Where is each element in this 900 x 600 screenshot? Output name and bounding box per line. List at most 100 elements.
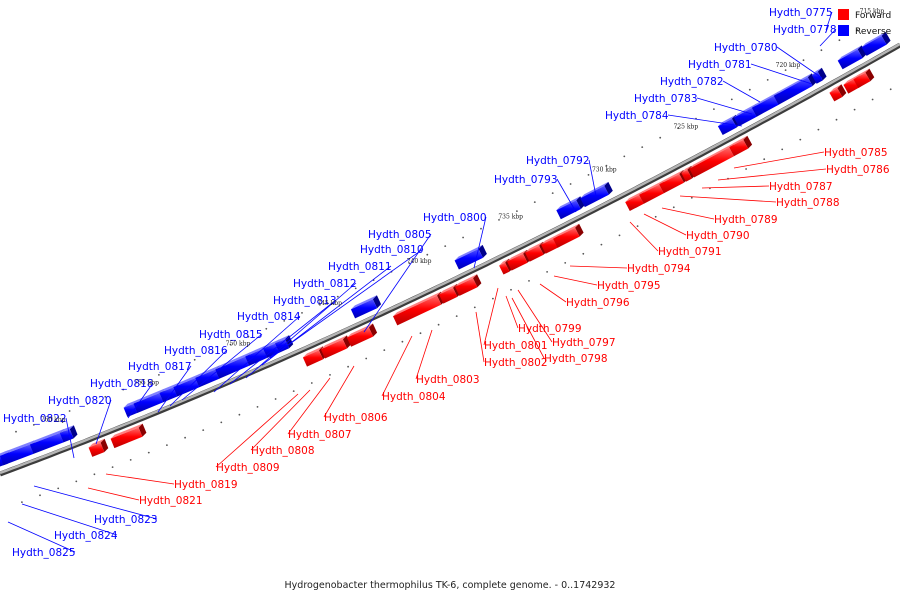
scale-dot	[68, 410, 71, 412]
reverse-gene-label[interactable]: Hydth_0822	[3, 413, 67, 425]
scale-dot	[605, 164, 608, 167]
scale-dot	[492, 297, 494, 300]
forward-gene-label[interactable]: Hydth_0788	[776, 197, 840, 209]
reverse-gene-label[interactable]: Hydth_0810	[360, 244, 424, 256]
label-leader	[776, 46, 823, 79]
forward-gene-label[interactable]: Hydth_0804	[382, 391, 446, 403]
forward-gene-label[interactable]: Hydth_0799	[518, 323, 582, 335]
scale-dot	[220, 421, 223, 424]
scale-tick-label: 725 kbp	[674, 124, 699, 131]
scale-dot	[437, 323, 440, 326]
reverse-gene-label[interactable]: Hydth_0815	[199, 329, 263, 341]
label-leader	[696, 97, 753, 115]
reverse-gene-label[interactable]: Hydth_0800	[423, 212, 487, 224]
gene-reverse-block[interactable]	[811, 67, 827, 84]
reverse-gene-label[interactable]: Hydth_0792	[526, 155, 590, 167]
scale-dot	[184, 436, 187, 439]
scale-dot	[329, 374, 331, 376]
scale-dot	[516, 210, 518, 213]
reverse-gene-label[interactable]: Hydth_0824	[54, 530, 118, 542]
gene-reverse-block[interactable]	[580, 181, 613, 208]
scale-dot	[336, 295, 339, 298]
scale-dot	[21, 501, 23, 503]
gene-forward-block[interactable]	[853, 68, 875, 88]
gene-forward-block[interactable]	[455, 274, 482, 296]
scale-dot	[39, 494, 41, 497]
gene-forward-block[interactable]	[729, 135, 753, 157]
gene-reverse-block[interactable]	[861, 31, 891, 56]
scale-dot	[247, 335, 250, 338]
gene-forward-block[interactable]	[346, 323, 378, 347]
reverse-gene-label[interactable]: Hydth_0780	[714, 42, 778, 54]
label-leader	[475, 311, 485, 363]
scale-dot	[510, 288, 512, 291]
scale-dot	[853, 108, 856, 111]
forward-gene-label[interactable]: Hydth_0789	[714, 214, 778, 226]
reverse-gene-label[interactable]: Hydth_0805	[368, 229, 432, 241]
reverse-gene-label[interactable]: Hydth_0825	[12, 547, 76, 559]
scale-dot	[641, 146, 644, 149]
forward-gene-label[interactable]: Hydth_0785	[824, 147, 888, 159]
reverse-gene-label[interactable]: Hydth_0782	[660, 76, 724, 88]
reverse-gene-label[interactable]: Hydth_0823	[94, 514, 158, 526]
legend-reverse-label: Reverse	[855, 27, 892, 37]
gene-reverse-block[interactable]	[837, 45, 867, 70]
reverse-gene-label[interactable]: Hydth_0812	[293, 278, 357, 290]
reverse-gene-label[interactable]: Hydth_0814	[237, 311, 301, 323]
forward-gene-label[interactable]: Hydth_0807	[288, 429, 352, 441]
label-leader	[679, 195, 777, 203]
forward-gene-label[interactable]: Hydth_0797	[552, 337, 616, 349]
reverse-gene-label[interactable]: Hydth_0811	[328, 261, 392, 273]
reverse-gene-label[interactable]: Hydth_0784	[605, 110, 669, 122]
gene-forward-block[interactable]	[88, 438, 109, 457]
gene-forward-block[interactable]	[553, 223, 584, 248]
scale-dot	[498, 219, 500, 221]
forward-gene-label[interactable]: Hydth_0802	[484, 357, 548, 369]
forward-gene-label[interactable]: Hydth_0794	[627, 263, 691, 275]
label-leaders	[7, 11, 837, 553]
reverse-gene-label[interactable]: Hydth_0820	[48, 395, 112, 407]
reverse-gene-label[interactable]: Hydth_0813	[273, 295, 337, 307]
forward-gene-label[interactable]: Hydth_0809	[216, 462, 280, 474]
gene-forward-block[interactable]	[110, 423, 147, 449]
forward-gene-label[interactable]: Hydth_0808	[251, 445, 315, 457]
reverse-gene-label[interactable]: Hydth_0793	[494, 174, 558, 186]
forward-gene-label[interactable]: Hydth_0798	[544, 353, 608, 365]
forward-gene-label[interactable]: Hydth_0803	[416, 374, 480, 386]
scale-dot	[193, 358, 196, 361]
scale-dot	[274, 398, 277, 400]
forward-gene-label[interactable]: Hydth_0819	[174, 479, 238, 491]
forward-gene-label[interactable]: Hydth_0795	[597, 280, 661, 292]
scale-dot	[654, 215, 657, 218]
scale-dot	[50, 417, 53, 419]
scale-dot	[32, 424, 35, 426]
scale-dot	[587, 174, 590, 176]
forward-gene-label[interactable]: Hydth_0786	[826, 164, 890, 176]
forward-gene-label[interactable]: Hydth_0801	[484, 340, 548, 352]
reverse-gene-label[interactable]: Hydth_0818	[90, 378, 154, 390]
gene-reverse-block[interactable]	[773, 73, 817, 105]
scale-dot	[383, 349, 386, 351]
label-leader	[33, 485, 158, 520]
forward-gene-label[interactable]: Hydth_0791	[658, 246, 722, 258]
label-leader	[473, 216, 487, 269]
reverse-gene-label[interactable]: Hydth_0816	[164, 345, 228, 357]
forward-gene-label[interactable]: Hydth_0806	[324, 412, 388, 424]
label-leader	[287, 377, 331, 435]
scale-dot	[856, 29, 859, 31]
scale-dot	[713, 108, 715, 110]
gene-forward-block[interactable]	[320, 335, 351, 359]
reverse-gene-label[interactable]: Hydth_0817	[128, 361, 192, 373]
gene-reverse-block[interactable]	[454, 244, 487, 270]
reverse-gene-label[interactable]: Hydth_0781	[688, 59, 752, 71]
reverse-gene-label[interactable]: Hydth_0775	[769, 7, 833, 19]
forward-gene-label[interactable]: Hydth_0796	[566, 297, 630, 309]
forward-gene-label[interactable]: Hydth_0787	[769, 181, 833, 193]
reverse-gene-label[interactable]: Hydth_0783	[634, 93, 698, 105]
gene-reverse-block[interactable]	[350, 295, 382, 319]
gene-reverse-block[interactable]	[556, 196, 585, 220]
forward-gene-label[interactable]: Hydth_0790	[686, 230, 750, 242]
forward-gene-label[interactable]: Hydth_0821	[139, 495, 203, 507]
gene-forward-block[interactable]	[829, 84, 847, 102]
reverse-gene-label[interactable]: Hydth_0778	[773, 24, 837, 36]
